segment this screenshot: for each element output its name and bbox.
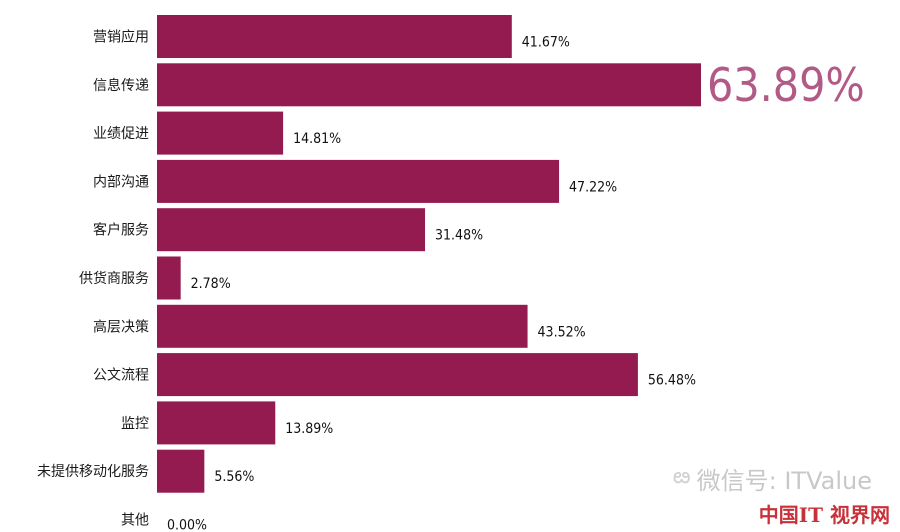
- category-label: 客户服务: [93, 222, 149, 239]
- bar: [157, 353, 638, 397]
- value-label: 47.22%: [569, 179, 617, 195]
- bar: [157, 15, 512, 58]
- category-label: 高层决策: [93, 318, 149, 335]
- value-label: 5.56%: [214, 469, 254, 485]
- category-label: 内部沟通: [93, 174, 149, 190]
- bar: [157, 304, 528, 348]
- site-logo: 中国IT 视界网: [758, 503, 890, 527]
- value-label: 43.52%: [538, 324, 586, 340]
- bar: [157, 256, 181, 300]
- category-label: 业绩促进: [93, 126, 149, 142]
- category-label: 其他: [121, 513, 149, 529]
- category-label: 供货商服务: [79, 270, 149, 287]
- category-label: 营销应用: [93, 29, 149, 46]
- bar: [157, 63, 701, 107]
- category-label: 监控: [121, 416, 149, 432]
- value-label: 13.89%: [285, 421, 333, 437]
- value-label-highlight: 63.89%: [707, 58, 865, 112]
- wechat-watermark: ఴ 微信号: ITValue: [673, 461, 872, 496]
- value-label: 41.67%: [522, 35, 570, 51]
- watermark-text: 微信号: ITValue: [696, 467, 872, 495]
- category-label: 信息传递: [93, 77, 149, 94]
- bar: [157, 159, 560, 203]
- bar: [157, 208, 426, 252]
- value-label: 56.48%: [648, 373, 696, 389]
- category-label: 未提供移动化服务: [37, 464, 149, 480]
- value-label: 14.81%: [293, 131, 341, 147]
- bar: [157, 111, 284, 155]
- bar: [157, 401, 276, 445]
- wechat-icon: ఴ: [672, 463, 691, 489]
- category-label: 公文流程: [93, 368, 149, 384]
- bar: [157, 449, 205, 493]
- value-label: 0.00%: [167, 518, 207, 532]
- value-label: 31.48%: [435, 228, 483, 244]
- value-label: 2.78%: [191, 276, 231, 292]
